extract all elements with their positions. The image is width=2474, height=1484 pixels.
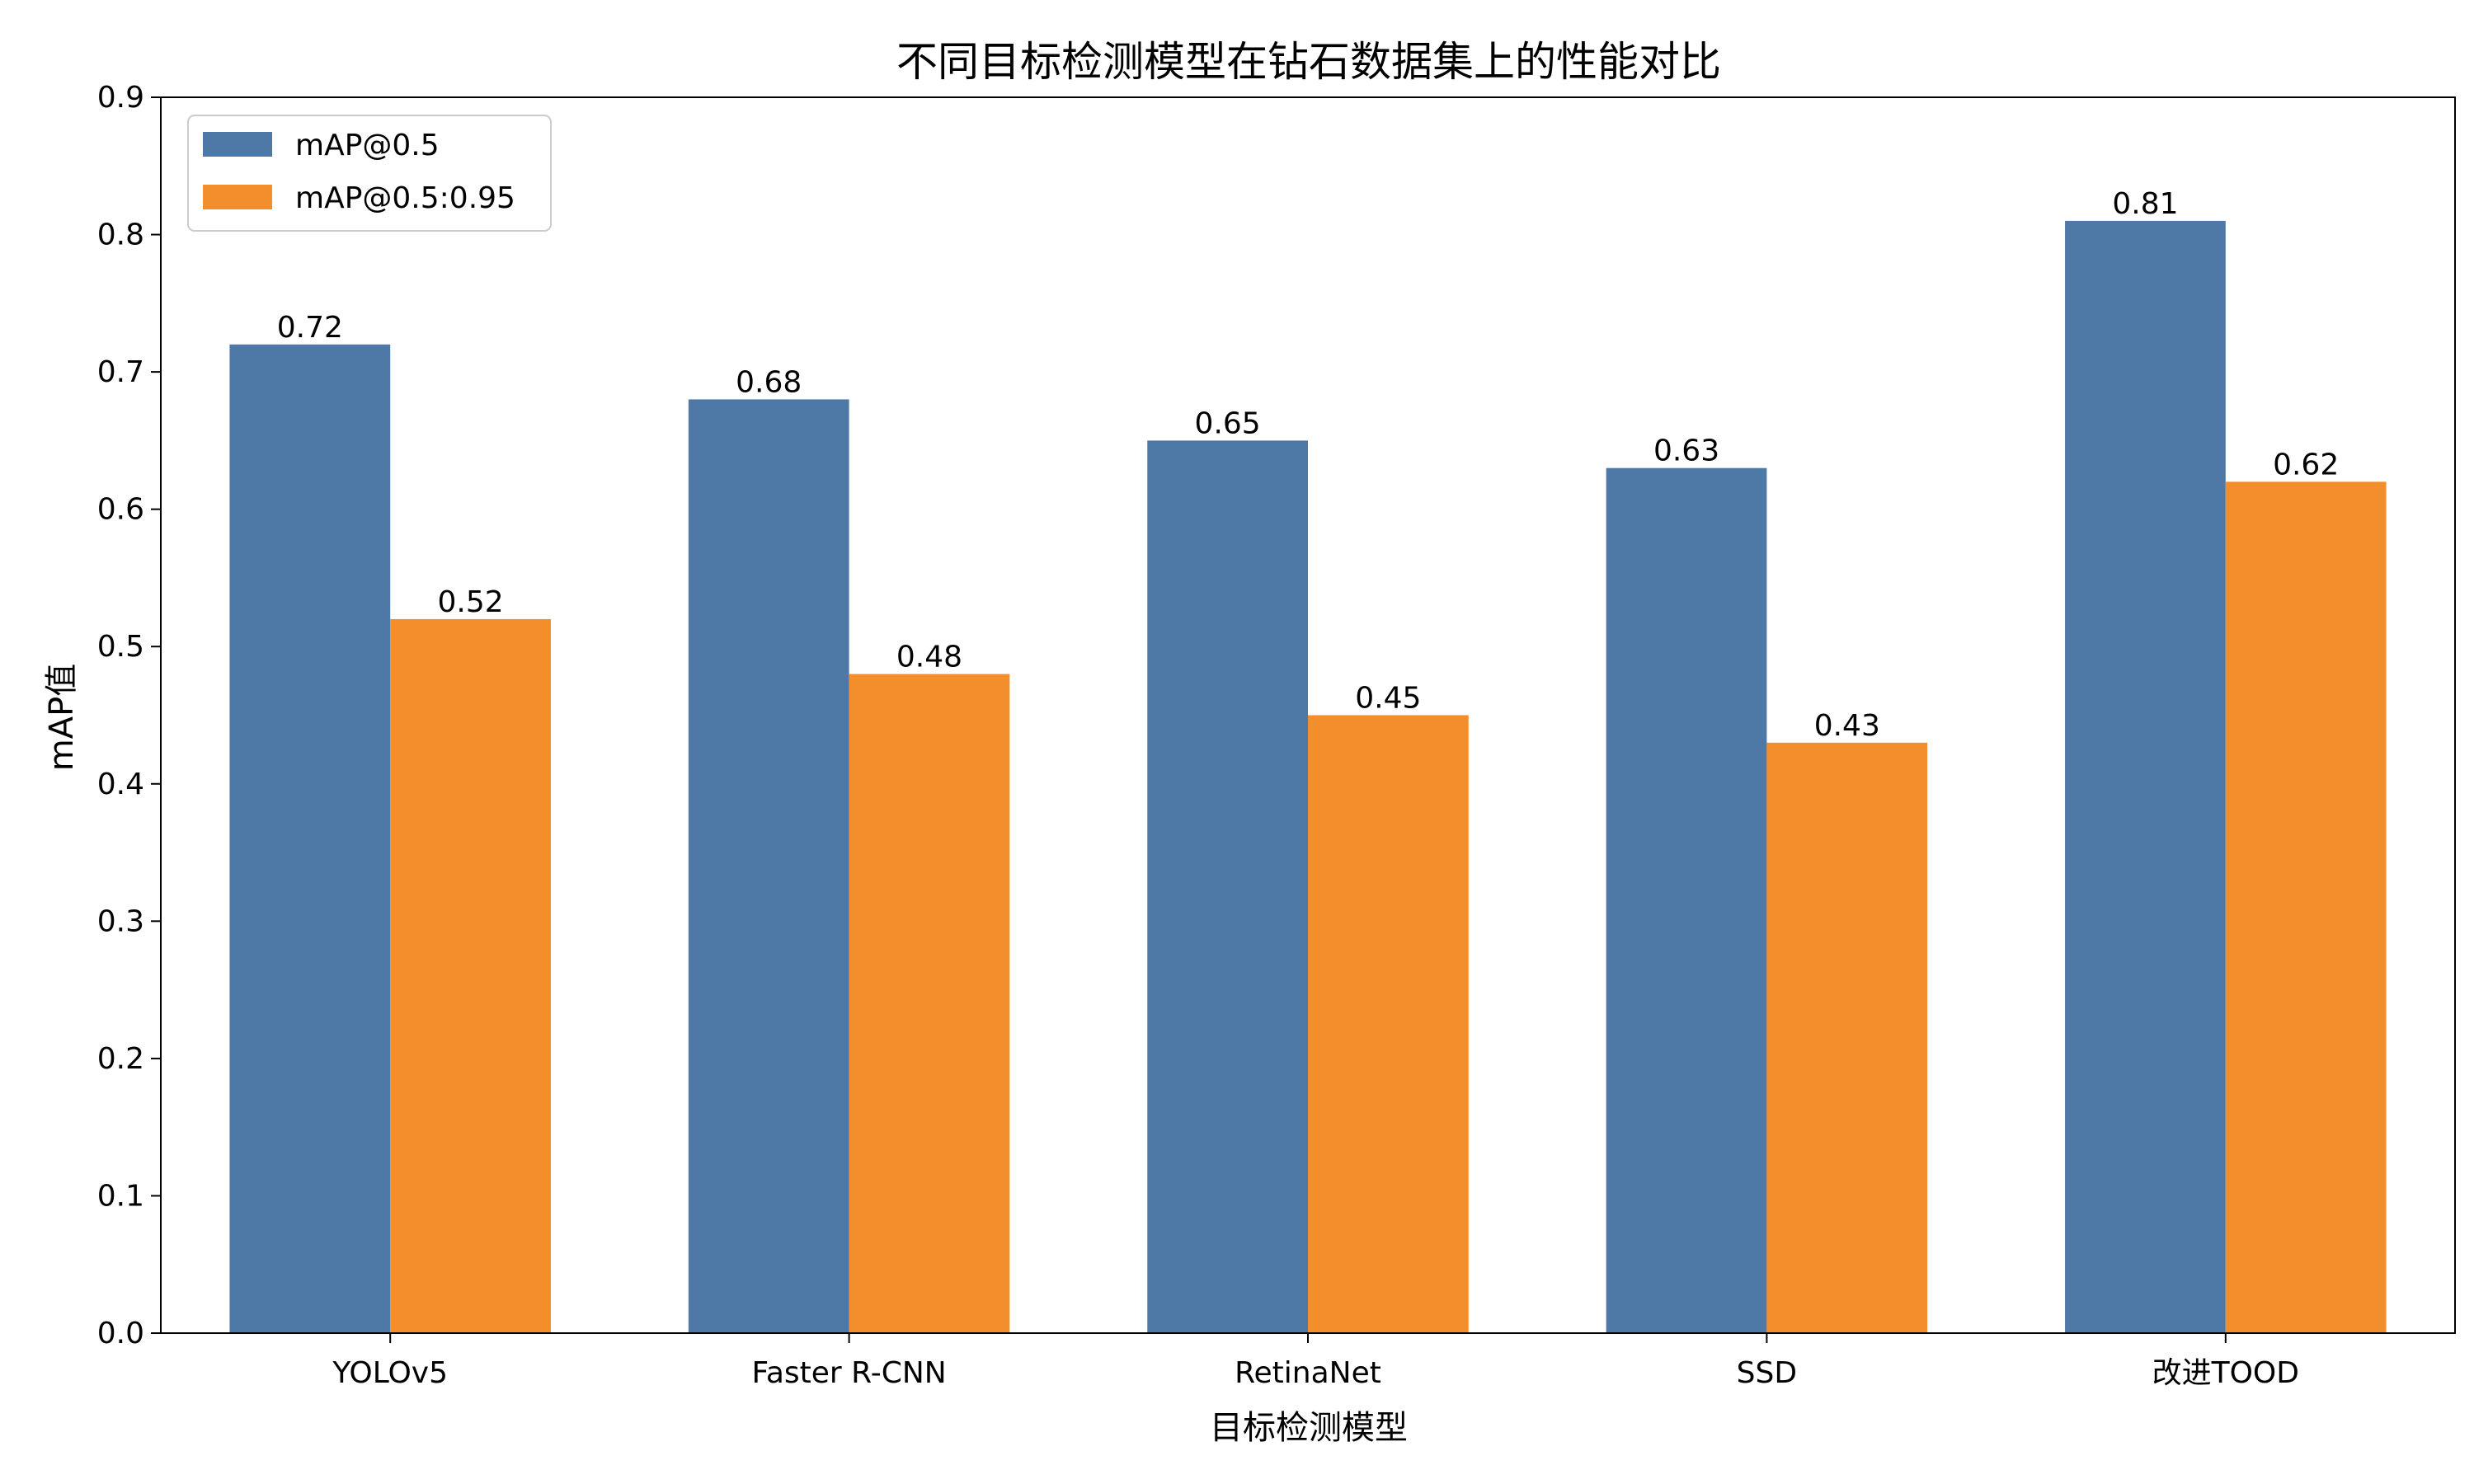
plot-area: 0.72 0.68 0.65 0.63 0.81 0.52 0.48 0.45 0.43 0.62… xyxy=(97,81,2456,1390)
y-axis-label: mAP值 xyxy=(43,664,81,771)
chart-title: 不同目标检测模型在钻石数据集上的性能对比 xyxy=(896,38,1721,86)
y-tick-label-5: 0.5 xyxy=(97,630,144,664)
value-label-4-1: 0.62 xyxy=(2273,448,2339,481)
value-label-1-0: 0.68 xyxy=(736,365,802,399)
value-label-4-0: 0.81 xyxy=(2112,187,2178,221)
x-tick-label-4: 改进TOOD xyxy=(2152,1356,2299,1390)
bar-2-0 xyxy=(1147,440,1308,1333)
y-tick-label-9: 0.9 xyxy=(97,81,144,115)
bar-2-1 xyxy=(1308,715,1469,1333)
value-label-1-1: 0.48 xyxy=(896,641,962,674)
x-tick-label-2: RetinaNet xyxy=(1235,1356,1381,1390)
y-tick-label-3: 0.3 xyxy=(97,904,144,938)
y-tick-label-7: 0.7 xyxy=(97,355,144,389)
y-tick-label-1: 0.1 xyxy=(97,1179,144,1213)
legend: mAP@0.5 mAP@0.5:0.95 xyxy=(187,115,552,232)
bar-0-1 xyxy=(390,618,551,1333)
bar-3-1 xyxy=(1766,742,1928,1333)
x-tick-label-0: YOLOv5 xyxy=(332,1356,448,1390)
value-label-2-0: 0.65 xyxy=(1195,406,1261,440)
value-label-0-0: 0.72 xyxy=(277,311,343,345)
legend-swatch-1 xyxy=(203,185,272,209)
legend-label-0: mAP@0.5 xyxy=(295,129,440,162)
bar-3-0 xyxy=(1606,467,1767,1334)
y-tick-label-0: 0.0 xyxy=(97,1317,144,1350)
legend-swatch-0 xyxy=(203,132,272,157)
x-axis-label: 目标检测模型 xyxy=(1210,1409,1408,1447)
y-tick-label-8: 0.8 xyxy=(97,218,144,252)
bar-4-1 xyxy=(2225,481,2387,1334)
value-label-0-1: 0.52 xyxy=(437,585,503,619)
value-label-3-1: 0.43 xyxy=(1814,709,1880,743)
x-tick-label-1: Faster R-CNN xyxy=(751,1356,946,1390)
bar-1-0 xyxy=(688,399,849,1333)
y-tick-label-4: 0.4 xyxy=(97,768,144,801)
y-tick-label-2: 0.2 xyxy=(97,1042,144,1076)
value-label-2-1: 0.45 xyxy=(1355,682,1421,716)
bar-1-1 xyxy=(849,674,1010,1333)
bar-4-0 xyxy=(2065,220,2226,1333)
legend-box xyxy=(187,115,552,232)
bar-0-0 xyxy=(229,344,391,1333)
y-tick-label-6: 0.6 xyxy=(97,493,144,527)
value-label-3-0: 0.63 xyxy=(1653,434,1719,468)
x-tick-label-3: SSD xyxy=(1737,1356,1797,1390)
legend-label-1: mAP@0.5:0.95 xyxy=(295,181,515,215)
